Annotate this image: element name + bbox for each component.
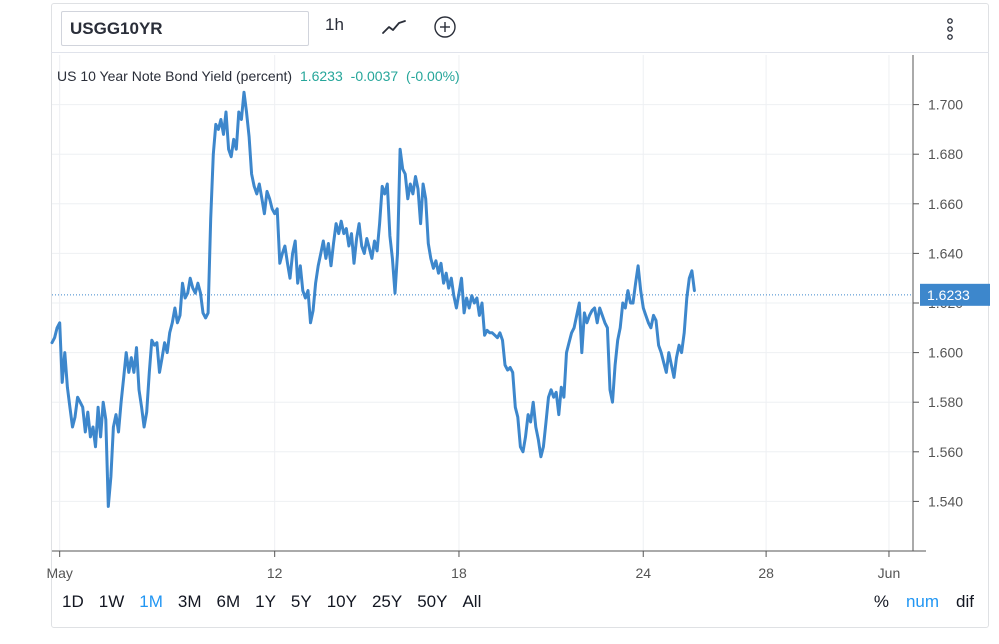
series-title: US 10 Year Note Bond Yield (percent)	[57, 68, 293, 84]
x-tick-label: 28	[758, 565, 774, 581]
y-tick-label: 1.680	[928, 146, 963, 162]
range-button-1y[interactable]: 1Y	[255, 592, 276, 611]
last-value: 1.6233	[299, 68, 343, 84]
scale-button-percent[interactable]: %	[873, 592, 889, 611]
price-tag	[920, 283, 990, 306]
scale-selector: % num dif	[857, 592, 974, 612]
y-tick-label: 1.660	[928, 196, 963, 212]
range-button-5y[interactable]: 5Y	[290, 592, 312, 611]
range-button-25y[interactable]: 25Y	[371, 592, 403, 611]
change-percent: (-0.00%)	[406, 68, 460, 84]
y-tick-label: 1.540	[928, 493, 963, 509]
scale-button-dif[interactable]: dif	[956, 592, 974, 611]
y-tick-label: 1.560	[928, 444, 963, 460]
range-button-6m[interactable]: 6M	[216, 592, 241, 611]
range-button-1d[interactable]: 1D	[62, 592, 84, 611]
range-button-50y[interactable]: 50Y	[417, 592, 448, 611]
symbol-input[interactable]	[61, 11, 309, 46]
range-button-all[interactable]: All	[462, 592, 482, 611]
range-button-1w[interactable]: 1W	[98, 592, 125, 611]
range-button-3m[interactable]: 3M	[177, 592, 202, 611]
change-value: -0.0037	[350, 68, 399, 84]
x-tick-label: Jun	[878, 565, 901, 581]
range-button-1m[interactable]: 1M	[139, 592, 163, 611]
price-tag-label: 1.6233	[927, 287, 970, 303]
y-tick-label: 1.580	[928, 394, 963, 410]
x-tick-label: 18	[451, 565, 467, 581]
plus-circle-icon[interactable]	[433, 15, 457, 39]
x-tick-label: 12	[267, 565, 283, 581]
y-tick-label: 1.700	[928, 97, 963, 113]
interval-button[interactable]: 1h	[325, 15, 344, 34]
y-tick-label: 1.600	[928, 345, 963, 361]
chart-toolbar: 1h	[51, 3, 989, 53]
kebab-menu-icon[interactable]	[944, 16, 956, 42]
series-legend: US 10 Year Note Bond Yield (percent) 1.6…	[57, 68, 460, 84]
x-tick-label: 24	[635, 565, 651, 581]
y-tick-label: 1.640	[928, 245, 963, 261]
x-tick-label: May	[46, 565, 72, 581]
series-line	[50, 90, 696, 508]
line-chart-icon[interactable]	[381, 17, 407, 37]
scale-button-num[interactable]: num	[905, 592, 940, 611]
range-selector: 1D 1W 1M 3M 6M 1Y 5Y 10Y 25Y 50Y All	[62, 592, 496, 612]
range-button-10y[interactable]: 10Y	[326, 592, 357, 611]
